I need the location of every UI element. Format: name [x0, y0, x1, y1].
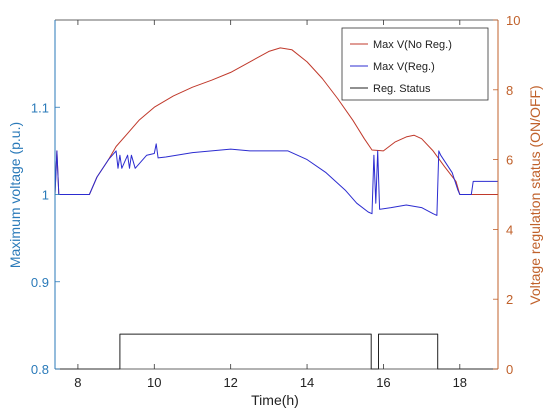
x-tick-label: 12	[223, 375, 237, 390]
y-left-axis-title: Maximum voltage (p.u.)	[7, 122, 23, 268]
axes: 8 10 12 14 16 18 0.8 0.9 1 1.1 0 2 4 6 8 10	[31, 13, 521, 390]
y-right-tick-label: 10	[506, 13, 520, 28]
series-line-max-v-reg	[54, 143, 498, 216]
series-line-reg-status	[55, 333, 498, 370]
x-tick-label: 10	[147, 375, 161, 390]
series-line-max-v-no-reg	[54, 47, 498, 195]
x-axis-title: Time(h)	[251, 392, 299, 408]
legend-item-no-reg: Max V(No Reg.)	[350, 39, 452, 51]
y-right-tick-label: 6	[506, 153, 513, 168]
legend: Max V(No Reg.) Max V(Reg.) Reg. Status	[341, 27, 489, 101]
y-left-tick-label: 1	[42, 188, 49, 203]
y-left-tick-label: 0.9	[31, 275, 49, 290]
x-tick-label: 18	[453, 375, 467, 390]
y-right-tick-label: 0	[506, 362, 513, 377]
y-left-tick-label: 0.8	[31, 362, 49, 377]
legend-label-no-reg: Max V(No Reg.)	[373, 39, 452, 51]
legend-label-status: Reg. Status	[373, 83, 431, 95]
x-tick-label: 16	[376, 375, 390, 390]
x-tick-label: 8	[74, 375, 81, 390]
y-right-tick-label: 2	[506, 292, 513, 307]
y-right-tick-label: 4	[506, 222, 513, 237]
x-tick-label: 14	[300, 375, 314, 390]
y-left-tick-label: 1.1	[31, 100, 49, 115]
legend-item-reg: Max V(Reg.)	[350, 61, 435, 73]
y-right-axis-title: Voltage regulation status (ON/OFF)	[527, 85, 543, 304]
legend-label-reg: Max V(Reg.)	[373, 61, 435, 73]
legend-item-status: Reg. Status	[350, 83, 431, 95]
y-right-tick-label: 8	[506, 83, 513, 98]
